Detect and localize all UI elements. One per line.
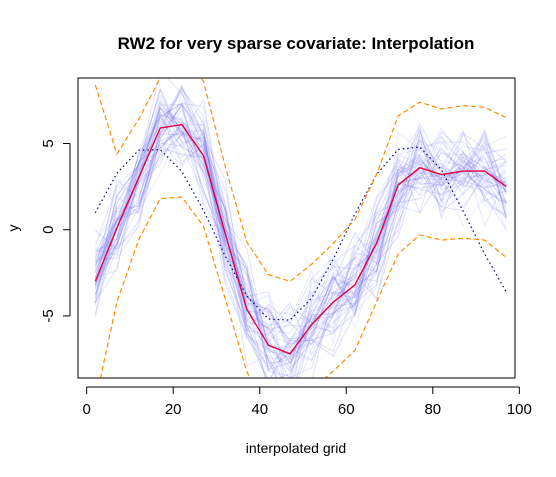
sample-line bbox=[95, 94, 507, 372]
posterior-samples bbox=[94, 78, 507, 378]
sample-line bbox=[94, 103, 507, 365]
sample-line bbox=[95, 102, 507, 326]
sample-line bbox=[94, 88, 507, 330]
sample-line bbox=[94, 117, 507, 367]
sample-line bbox=[94, 111, 507, 355]
sample-line bbox=[94, 131, 507, 378]
y-axis-title: y bbox=[5, 225, 21, 232]
x-tick-label: 80 bbox=[424, 401, 441, 418]
x-tick-label: 40 bbox=[251, 401, 268, 418]
chart-title: RW2 for very sparse covariate: Interpola… bbox=[118, 34, 475, 53]
sample-line bbox=[94, 83, 507, 364]
sample-line bbox=[95, 78, 507, 378]
sample-line bbox=[94, 123, 507, 378]
sample-line bbox=[94, 107, 507, 377]
x-tick-label: 100 bbox=[507, 401, 532, 418]
sample-line bbox=[94, 123, 507, 356]
sample-line bbox=[95, 120, 507, 352]
sample-line bbox=[94, 113, 507, 357]
series-line-lower-bound bbox=[99, 196, 507, 378]
y-tick-label: 5 bbox=[40, 139, 57, 147]
x-axis: 0 20 40 60 80 100 bbox=[82, 386, 532, 418]
sample-line bbox=[95, 105, 507, 344]
sample-line bbox=[94, 129, 507, 358]
x-tick-label: 0 bbox=[82, 401, 90, 418]
sample-line bbox=[94, 105, 507, 360]
sample-line bbox=[94, 89, 507, 378]
series-lines bbox=[94, 78, 507, 378]
sample-line bbox=[94, 86, 507, 378]
sample-line bbox=[94, 106, 507, 336]
sample-line bbox=[94, 98, 507, 346]
series-line-true-function bbox=[94, 146, 507, 321]
sample-line bbox=[94, 139, 507, 368]
sample-line bbox=[94, 102, 507, 361]
sample-line bbox=[95, 103, 507, 341]
x-axis-title: interpolated grid bbox=[246, 440, 346, 456]
sample-line bbox=[94, 111, 507, 332]
x-tick-label: 20 bbox=[165, 401, 182, 418]
sample-line bbox=[94, 133, 507, 364]
sample-line bbox=[94, 116, 507, 373]
sample-line bbox=[94, 146, 507, 371]
sample-line bbox=[94, 114, 507, 348]
sample-line bbox=[94, 104, 507, 378]
sample-line bbox=[94, 126, 507, 378]
sample-line bbox=[94, 87, 507, 359]
y-tick-label: -5 bbox=[40, 309, 57, 322]
sample-line bbox=[94, 102, 507, 371]
x-tick-label: 60 bbox=[338, 401, 355, 418]
sample-line bbox=[94, 91, 507, 334]
sample-line bbox=[94, 111, 507, 335]
sample-line bbox=[94, 83, 507, 368]
sample-line bbox=[94, 101, 507, 349]
y-tick-label: 0 bbox=[40, 226, 57, 234]
plot-frame bbox=[77, 77, 516, 379]
y-axis: -5 0 5 bbox=[40, 139, 71, 323]
sample-line bbox=[94, 106, 507, 345]
sample-line bbox=[94, 135, 507, 371]
sample-line bbox=[94, 127, 507, 378]
sample-line bbox=[94, 108, 507, 378]
series-line-posterior-mean bbox=[94, 123, 507, 355]
sample-line bbox=[94, 102, 507, 378]
sample-line bbox=[94, 86, 507, 378]
